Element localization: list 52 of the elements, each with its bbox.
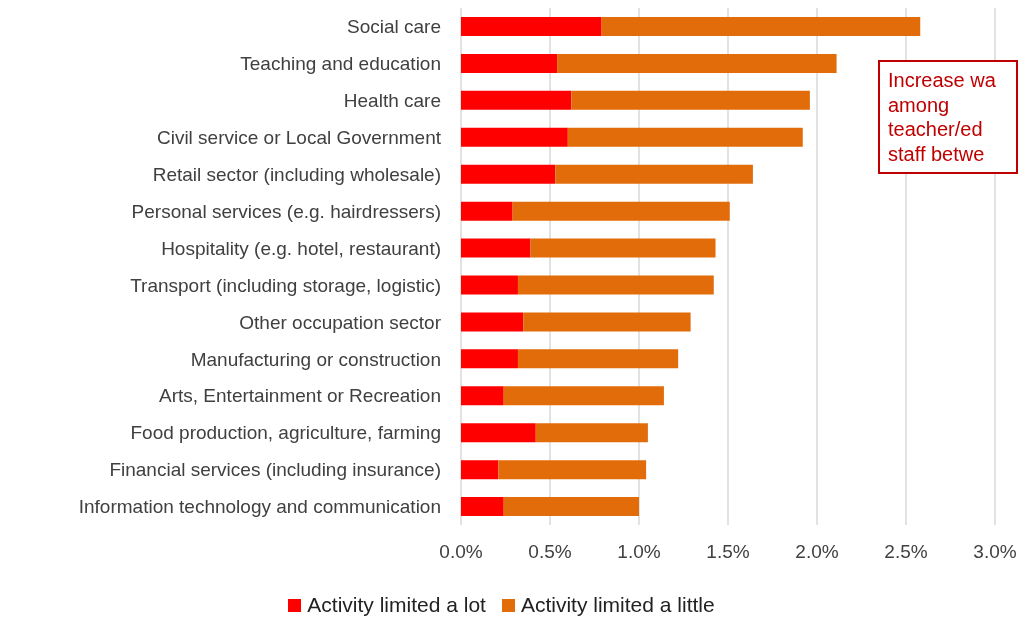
y-tick-label: Hospitality (e.g. hotel, restaurant) [161, 237, 441, 259]
bar [461, 386, 504, 406]
y-tick-label: Information technology and communication [78, 496, 441, 518]
y-tick-label: Civil service or Local Government [156, 126, 442, 148]
bar [557, 53, 837, 73]
bar [461, 53, 558, 73]
bar [461, 423, 536, 443]
bar [461, 349, 518, 369]
x-tick-label: 2.0% [795, 541, 839, 563]
bar [517, 275, 714, 295]
y-tick-label: Retail sector (including wholesale) [152, 163, 441, 185]
legend-label: Activity limited a little [520, 593, 715, 617]
bar [523, 312, 691, 332]
x-tick-label: 1.0% [617, 541, 661, 563]
y-tick-label: Health care [343, 90, 441, 112]
bar [461, 460, 499, 480]
y-tick-label: Financial services (including insurance) [109, 459, 441, 481]
bar [498, 460, 647, 480]
y-tick-label: Food production, agriculture, farming [130, 422, 441, 444]
bar [571, 90, 810, 110]
bar [461, 497, 504, 517]
annotation: Increase wa among teacher/ed staff betwe [888, 68, 997, 166]
y-tick-label: Other occupation sector [239, 311, 442, 333]
bar [535, 423, 648, 443]
bar [567, 127, 803, 147]
bar [503, 497, 639, 517]
bar [530, 238, 716, 258]
bar [512, 201, 730, 221]
y-tick-label: Manufacturing or construction [190, 348, 441, 370]
y-tick-label: Social care [347, 16, 441, 38]
bar [461, 312, 524, 332]
bar [461, 164, 556, 184]
bar [461, 90, 572, 110]
bar [517, 349, 679, 369]
bar [461, 17, 602, 36]
bar [461, 238, 531, 258]
bar [461, 275, 518, 295]
x-tick-label: 0.0% [439, 541, 483, 563]
y-tick-label: Teaching and education [240, 53, 441, 75]
x-tick-label: 0.5% [528, 541, 572, 563]
y-tick-label: Personal services (e.g. hairdressers) [131, 200, 441, 222]
x-tick-label: 3.0% [973, 541, 1017, 563]
bar [601, 17, 921, 36]
x-tick-label: 2.5% [884, 541, 928, 563]
bar [503, 386, 664, 406]
bar [461, 127, 568, 147]
y-tick-label: Transport (including storage, logistic) [130, 274, 441, 296]
y-tick-label: Arts, Entertainment or Recreation [159, 385, 441, 407]
x-tick-label: 1.5% [706, 541, 750, 563]
bar [461, 201, 513, 221]
legend-label: Activity limited a lot [307, 593, 486, 617]
bar [555, 164, 753, 184]
